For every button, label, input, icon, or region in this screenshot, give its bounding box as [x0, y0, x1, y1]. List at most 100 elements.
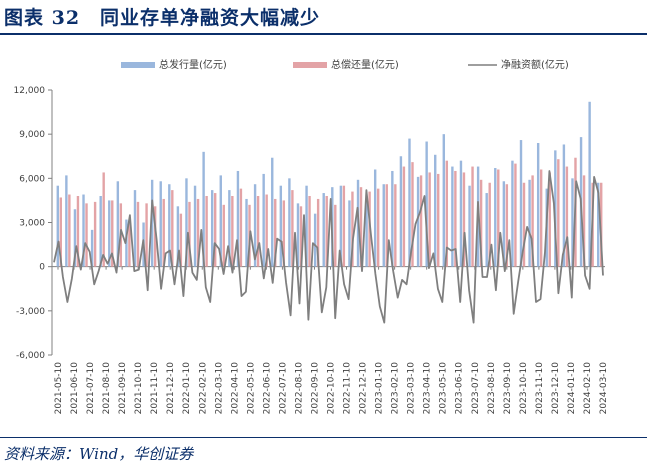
issuance-bar	[519, 140, 523, 267]
repayment-bar	[111, 200, 114, 267]
x-tick-label: 2022-02-10	[198, 362, 208, 415]
issuance-bar	[348, 200, 351, 267]
x-tick-label: 2022-03-10	[214, 362, 224, 415]
x-tick-label: 2021-07-10	[86, 362, 96, 415]
repayment-bar	[85, 203, 88, 267]
repayment-bar	[479, 179, 483, 267]
x-tick-label: 2023-01-10	[375, 362, 385, 415]
issuance-bar	[382, 184, 385, 267]
issuance-bar	[90, 229, 94, 267]
x-tick-label: 2023-07-10	[471, 362, 481, 415]
repayment-bar	[454, 170, 457, 267]
issuance-bar	[271, 157, 274, 267]
repayment-bar	[162, 198, 165, 267]
repayment-bar	[505, 184, 509, 267]
x-tick-label: 2023-05-10	[439, 362, 449, 415]
repayment-bar	[548, 172, 551, 267]
repayment-bar	[600, 182, 603, 267]
issuance-bar	[253, 184, 257, 267]
x-tick-label: 2024-01-10	[567, 362, 577, 415]
issuance-bar	[434, 154, 437, 267]
issuance-bar	[185, 178, 188, 267]
repayment-bar	[419, 175, 423, 267]
legend-swatch-repayment	[293, 62, 327, 68]
x-tick-label: 2022-07-10	[278, 362, 288, 415]
issuance-bar	[554, 150, 557, 267]
repayment-bar	[299, 206, 303, 267]
issuance-bar	[399, 156, 403, 267]
repayment-bar	[282, 200, 286, 267]
title-bar: 图表 32 同业存单净融资大幅减少	[0, 0, 647, 35]
issuance-bar	[176, 206, 180, 267]
legend-swatch-issuance	[121, 62, 155, 68]
title-divider	[0, 33, 647, 35]
x-tick-label: 2023-03-10	[407, 362, 417, 415]
repayment-bar	[68, 194, 71, 267]
issuance-bar	[116, 181, 120, 267]
y-tick-label: -6,000	[16, 351, 45, 361]
issuance-bar	[228, 190, 231, 267]
repayment-bar	[462, 172, 466, 267]
issuance-bar	[73, 209, 77, 267]
repayment-bar	[325, 196, 328, 267]
repayment-bar	[351, 191, 354, 267]
issuance-bar	[416, 176, 420, 267]
repayment-bar	[256, 196, 260, 267]
repayment-bar	[274, 198, 277, 267]
x-tick-label: 2024-03-10	[599, 362, 609, 415]
issuance-bar	[125, 219, 128, 267]
issuance-bar	[365, 198, 368, 267]
y-tick-label: 9,000	[19, 130, 45, 140]
x-tick-label: 2022-06-10	[262, 362, 272, 415]
repayment-bar	[522, 182, 526, 267]
repayment-bar	[128, 221, 131, 267]
issuance-bar	[536, 143, 540, 267]
x-tick-label: 2023-12-10	[551, 362, 561, 415]
repayment-bar	[308, 196, 311, 267]
x-tick-label: 2023-04-10	[423, 362, 433, 415]
source-note: 资料来源：Wind，华创证券	[4, 445, 194, 463]
issuance-bar	[468, 185, 471, 267]
repayment-bar	[316, 198, 320, 267]
repayment-bar	[385, 184, 388, 267]
issuance-bar	[150, 179, 154, 267]
repayment-bar	[402, 166, 406, 267]
repayment-bar	[445, 160, 449, 267]
net-financing-line	[53, 170, 604, 324]
issuance-bar	[65, 175, 68, 267]
issuance-bar	[408, 138, 411, 267]
issuance-bar	[159, 181, 162, 267]
issuance-bar	[502, 181, 506, 267]
issuance-bar	[511, 160, 514, 267]
x-tick-label: 2022-01-10	[182, 362, 192, 415]
repayment-bar	[291, 190, 294, 267]
repayment-bar	[376, 188, 380, 267]
repayment-bar	[565, 166, 569, 267]
repayment-bar	[411, 162, 414, 267]
issuance-bar	[597, 182, 600, 267]
x-tick-label: 2023-10-10	[519, 362, 529, 415]
repayment-bar	[539, 169, 543, 267]
issuance-bar	[99, 196, 102, 267]
x-tick-label: 2023-06-10	[455, 362, 465, 415]
x-tick-label: 2021-12-10	[166, 362, 176, 415]
repayment-bar	[59, 197, 62, 267]
issuance-bar	[322, 193, 325, 267]
issuance-bar	[305, 185, 308, 267]
y-tick-label: -3,000	[16, 307, 45, 317]
y-tick-label: 6,000	[19, 174, 45, 184]
issuance-bar	[373, 169, 377, 267]
x-tick-label: 2021-10-10	[134, 362, 144, 415]
issuance-bar	[494, 168, 497, 267]
issuance-bar	[391, 170, 394, 267]
x-tick-label: 2022-08-10	[294, 362, 304, 415]
repayment-bar	[145, 203, 148, 267]
y-tick-label: 12,000	[14, 86, 46, 96]
issuance-bar	[236, 170, 240, 267]
repayment-bar	[239, 188, 243, 267]
repayment-bar	[179, 213, 183, 267]
repayment-bar	[265, 194, 268, 267]
repayment-bar	[334, 204, 337, 267]
issuance-bar	[313, 213, 317, 267]
